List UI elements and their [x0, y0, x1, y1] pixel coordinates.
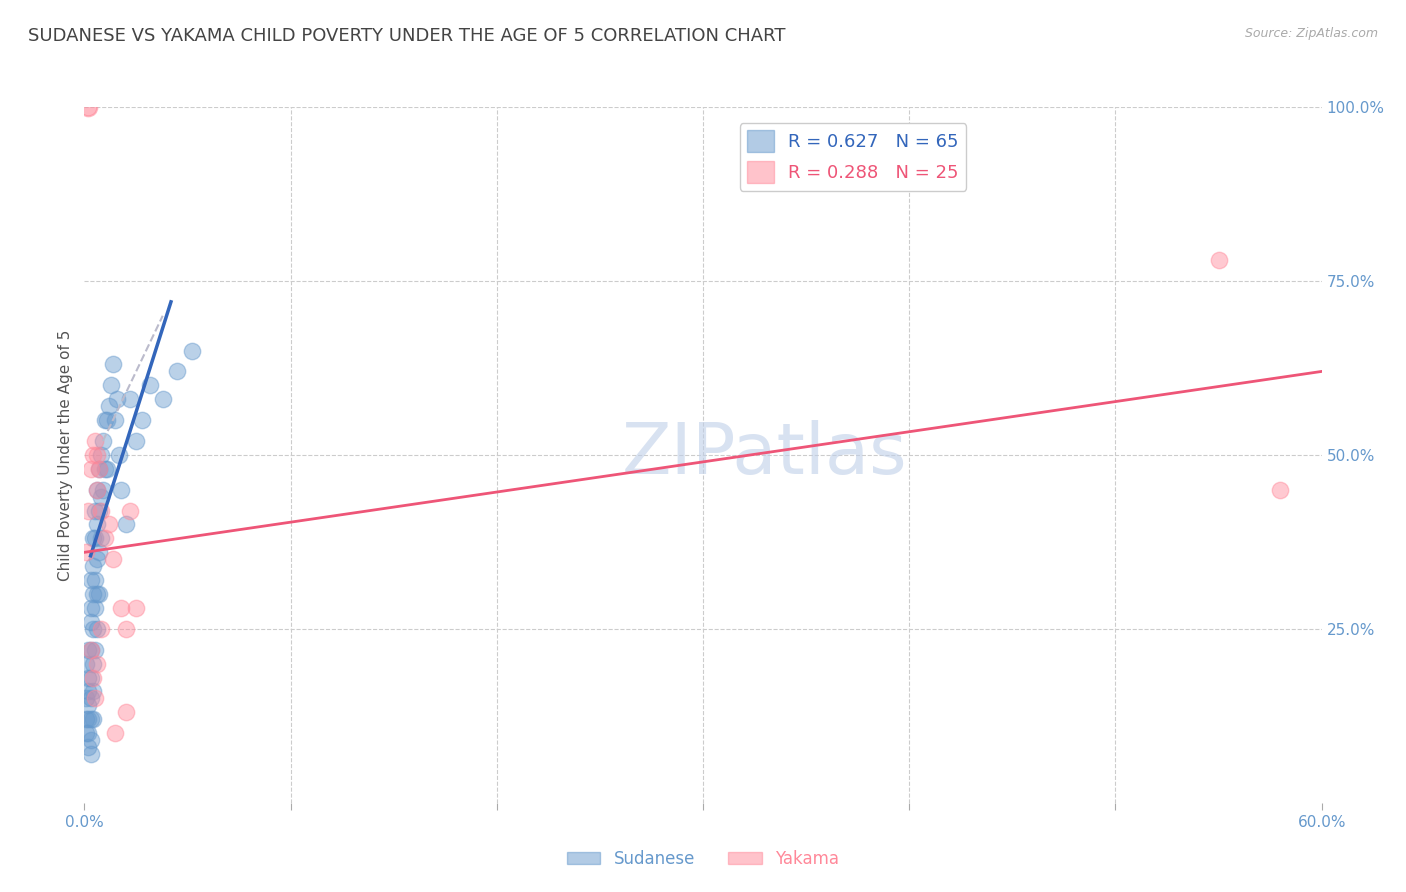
- Point: [77, 503, 100, 517]
- Point: [98, 517, 121, 532]
- Point: [86, 622, 108, 636]
- Point: [100, 378, 122, 392]
- Point: [104, 413, 127, 427]
- Point: [1208, 253, 1230, 268]
- Point: [87, 587, 110, 601]
- Point: [79, 573, 101, 587]
- Point: [166, 364, 188, 378]
- Point: [82, 587, 104, 601]
- Point: [82, 684, 104, 698]
- Point: [94, 413, 117, 427]
- Point: [83, 434, 105, 448]
- Point: [98, 399, 121, 413]
- Point: [79, 642, 101, 657]
- Point: [114, 517, 136, 532]
- Point: [90, 503, 112, 517]
- Point: [82, 448, 104, 462]
- Point: [125, 601, 148, 615]
- Legend: R = 0.627   N = 65, R = 0.288   N = 25: R = 0.627 N = 65, R = 0.288 N = 25: [740, 123, 966, 191]
- Point: [86, 483, 108, 497]
- Point: [103, 358, 125, 372]
- Point: [103, 552, 125, 566]
- Point: [91, 434, 114, 448]
- Point: [77, 726, 100, 740]
- Point: [110, 601, 132, 615]
- Point: [139, 378, 162, 392]
- Point: [105, 392, 128, 407]
- Point: [87, 503, 110, 517]
- Point: [79, 642, 101, 657]
- Legend: Sudanese, Yakama: Sudanese, Yakama: [561, 844, 845, 875]
- Point: [96, 413, 118, 427]
- Point: [77, 642, 100, 657]
- Point: [79, 712, 101, 726]
- Point: [77, 100, 100, 114]
- Point: [86, 448, 108, 462]
- Point: [86, 483, 108, 497]
- Point: [108, 448, 131, 462]
- Point: [90, 622, 112, 636]
- Point: [83, 532, 105, 546]
- Point: [83, 691, 105, 706]
- Point: [180, 343, 202, 358]
- Point: [94, 532, 117, 546]
- Point: [79, 615, 101, 629]
- Point: [1270, 483, 1292, 497]
- Point: [82, 622, 104, 636]
- Point: [94, 462, 117, 476]
- Point: [82, 712, 104, 726]
- Point: [75, 545, 97, 559]
- Point: [114, 622, 136, 636]
- Point: [87, 545, 110, 559]
- Point: [86, 657, 108, 671]
- Point: [118, 392, 141, 407]
- Point: [118, 503, 141, 517]
- Point: [82, 532, 104, 546]
- Point: [79, 733, 101, 747]
- Point: [75, 712, 97, 726]
- Point: [86, 517, 108, 532]
- Point: [77, 712, 100, 726]
- Point: [75, 657, 97, 671]
- Point: [75, 691, 97, 706]
- Point: [86, 587, 108, 601]
- Point: [83, 642, 105, 657]
- Point: [90, 448, 112, 462]
- Point: [77, 740, 100, 755]
- Point: [90, 490, 112, 504]
- Point: [79, 671, 101, 685]
- Point: [83, 573, 105, 587]
- Text: ZIPatlas: ZIPatlas: [621, 420, 908, 490]
- Point: [75, 726, 97, 740]
- Point: [83, 503, 105, 517]
- Point: [82, 559, 104, 574]
- Point: [90, 532, 112, 546]
- Point: [86, 552, 108, 566]
- Point: [79, 462, 101, 476]
- Point: [79, 691, 101, 706]
- Point: [77, 698, 100, 713]
- Point: [77, 671, 100, 685]
- Point: [87, 462, 110, 476]
- Point: [91, 483, 114, 497]
- Point: [79, 747, 101, 761]
- Point: [125, 434, 148, 448]
- Text: SUDANESE VS YAKAMA CHILD POVERTY UNDER THE AGE OF 5 CORRELATION CHART: SUDANESE VS YAKAMA CHILD POVERTY UNDER T…: [28, 27, 786, 45]
- Point: [114, 706, 136, 720]
- Point: [82, 657, 104, 671]
- Point: [104, 726, 127, 740]
- Point: [131, 413, 153, 427]
- Point: [96, 462, 118, 476]
- Point: [87, 462, 110, 476]
- Point: [110, 483, 132, 497]
- Point: [152, 392, 174, 407]
- Point: [77, 684, 100, 698]
- Y-axis label: Child Poverty Under the Age of 5: Child Poverty Under the Age of 5: [58, 329, 73, 581]
- Point: [82, 671, 104, 685]
- Text: Source: ZipAtlas.com: Source: ZipAtlas.com: [1244, 27, 1378, 40]
- Point: [83, 601, 105, 615]
- Point: [79, 601, 101, 615]
